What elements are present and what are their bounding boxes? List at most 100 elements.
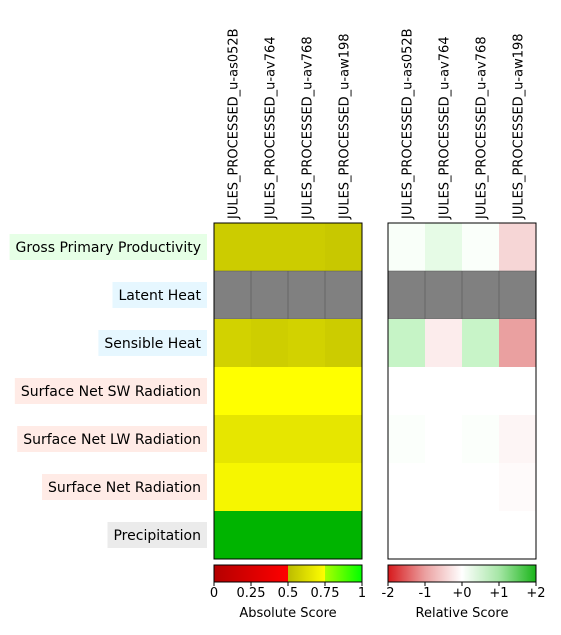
absolute-cell: Latent Heat / JULES_PROCESSED_u-av764: n… <box>251 271 288 319</box>
absolute-cell: Surface Net SW Radiation / JULES_PROCESS… <box>251 367 288 415</box>
absolute-cell: Sensible Heat / JULES_PROCESSED_u-av768:… <box>288 319 325 367</box>
absolute-cell: Gross Primary Productivity / JULES_PROCE… <box>214 223 251 271</box>
absolute-cell: Precipitation / JULES_PROCESSED_u-av764:… <box>251 511 288 559</box>
relative-cell: Sensible Heat / JULES_PROCESSED_u-av768:… <box>462 319 499 367</box>
relative-cell: Precipitation / JULES_PROCESSED_u-aw198:… <box>499 511 536 559</box>
absolute-colorbar-tick-label: 0.25 <box>237 586 266 601</box>
absolute-colorbar: 0 0.25 0.5 0.75 1 Absolute Score <box>210 564 366 621</box>
relative-cell: Surface Net Radiation / JULES_PROCESSED_… <box>462 463 499 511</box>
row-label: Precipitation <box>107 522 207 548</box>
row-label-text: Precipitation <box>113 528 201 544</box>
row-label-background <box>98 330 207 356</box>
relative-cell: Sensible Heat / JULES_PROCESSED_u-aw198:… <box>499 319 536 367</box>
row-label: Surface Net SW Radiation <box>14 378 207 404</box>
row-label: Latent Heat <box>112 282 207 308</box>
absolute-cell: Gross Primary Productivity / JULES_PROCE… <box>251 223 288 271</box>
column-label: JULES_PROCESSED_u-av768 <box>301 36 316 220</box>
absolute-colorbar-label: Absolute Score <box>239 606 336 621</box>
column-label: JULES_PROCESSED_u-as052B <box>401 28 416 220</box>
absolute-colorbar-tick-label: 1 <box>358 586 366 601</box>
absolute-cell: Surface Net Radiation / JULES_PROCESSED_… <box>288 463 325 511</box>
relative-cell: Surface Net LW Radiation / JULES_PROCESS… <box>462 415 499 463</box>
row-label-text: Latent Heat <box>118 288 201 304</box>
relative-cell: Latent Heat / JULES_PROCESSED_u-av768: n… <box>462 271 499 319</box>
absolute-cell: Sensible Heat / JULES_PROCESSED_u-as052B… <box>214 319 251 367</box>
relative-cell: Precipitation / JULES_PROCESSED_u-as052B… <box>388 511 425 559</box>
absolute-cell: Surface Net LW Radiation / JULES_PROCESS… <box>251 415 288 463</box>
relative-cell: Sensible Heat / JULES_PROCESSED_u-av764:… <box>425 319 462 367</box>
row-label-text: Sensible Heat <box>104 336 201 352</box>
row-label-background <box>112 282 207 308</box>
relative-colorbar-tick-label: +0 <box>452 586 471 601</box>
relative-cell: Sensible Heat / JULES_PROCESSED_u-as052B… <box>388 319 425 367</box>
absolute-colorbar-tick-label: 0.75 <box>311 586 340 601</box>
relative-colorbar-tick-label: -1 <box>419 586 432 601</box>
column-label: JULES_PROCESSED_u-av764 <box>264 36 279 220</box>
row-label-background <box>14 378 207 404</box>
absolute-cell: Gross Primary Productivity / JULES_PROCE… <box>288 223 325 271</box>
relative-cell: Surface Net SW Radiation / JULES_PROCESS… <box>425 367 462 415</box>
absolute-cell: Surface Net SW Radiation / JULES_PROCESS… <box>288 367 325 415</box>
absolute-cell: Gross Primary Productivity / JULES_PROCE… <box>325 223 362 271</box>
row-labels: Gross Primary Productivity Latent Heat Sen… <box>9 234 207 548</box>
row-label: Gross Primary Productivity <box>9 234 207 260</box>
row-label-background <box>17 426 207 452</box>
relative-cell: Precipitation / JULES_PROCESSED_u-av768:… <box>462 511 499 559</box>
relative-cell: Gross Primary Productivity / JULES_PROCE… <box>425 223 462 271</box>
row-label-text: Surface Net Radiation <box>48 480 201 496</box>
row-label-background <box>107 522 207 548</box>
absolute-cell: Surface Net Radiation / JULES_PROCESSED_… <box>325 463 362 511</box>
row-label-background <box>42 474 207 500</box>
relative-colorbar-tick-label: -2 <box>382 586 395 601</box>
absolute-colorbar-bar <box>213 564 363 583</box>
absolute-cell: Precipitation / JULES_PROCESSED_u-as052B… <box>214 511 251 559</box>
relative-cell: Surface Net LW Radiation / JULES_PROCESS… <box>499 415 536 463</box>
absolute-cell: Surface Net SW Radiation / JULES_PROCESS… <box>325 367 362 415</box>
column-label: JULES_PROCESSED_u-aw198 <box>338 33 353 220</box>
relative-cell: Surface Net LW Radiation / JULES_PROCESS… <box>425 415 462 463</box>
relative-colorbar-tick-label: +2 <box>526 586 545 601</box>
relative-colorbar-bar <box>387 564 537 583</box>
absolute-frame <box>213 222 363 560</box>
relative-cell: Surface Net Radiation / JULES_PROCESSED_… <box>425 463 462 511</box>
column-label: JULES_PROCESSED_u-as052B <box>227 28 242 220</box>
absolute-cell: Surface Net LW Radiation / JULES_PROCESS… <box>214 415 251 463</box>
absolute-cell: Sensible Heat / JULES_PROCESSED_u-aw198:… <box>325 319 362 367</box>
row-label-text: Surface Net SW Radiation <box>21 384 201 400</box>
absolute-colorbar-tick-label: 0.5 <box>278 586 299 601</box>
row-label-text: Surface Net LW Radiation <box>23 432 201 448</box>
column-label: JULES_PROCESSED_u-aw198 <box>512 33 527 220</box>
absolute-cell: Latent Heat / JULES_PROCESSED_u-as052B: … <box>214 271 251 319</box>
relative-frame <box>387 222 537 560</box>
relative-cell: Surface Net Radiation / JULES_PROCESSED_… <box>499 463 536 511</box>
relative-cell: Gross Primary Productivity / JULES_PROCE… <box>388 223 425 271</box>
relative-cell: Latent Heat / JULES_PROCESSED_u-av764: n… <box>425 271 462 319</box>
relative-colorbar-label: Relative Score <box>416 606 509 621</box>
relative-cell: Surface Net SW Radiation / JULES_PROCESS… <box>462 367 499 415</box>
absolute-cell: Surface Net SW Radiation / JULES_PROCESS… <box>214 367 251 415</box>
relative-cell: Surface Net LW Radiation / JULES_PROCESS… <box>388 415 425 463</box>
absolute-cell: Surface Net LW Radiation / JULES_PROCESS… <box>325 415 362 463</box>
row-label: Surface Net LW Radiation <box>17 426 207 452</box>
relative-cell: Surface Net Radiation / JULES_PROCESSED_… <box>388 463 425 511</box>
absolute-score-grid: Gross Primary Productivity / JULES_PROCE… <box>213 222 363 560</box>
absolute-cell: Surface Net LW Radiation / JULES_PROCESS… <box>288 415 325 463</box>
relative-cell: Latent Heat / JULES_PROCESSED_u-as052B: … <box>388 271 425 319</box>
relative-cell: Precipitation / JULES_PROCESSED_u-av764:… <box>425 511 462 559</box>
absolute-cell: Surface Net Radiation / JULES_PROCESSED_… <box>251 463 288 511</box>
absolute-column-labels: JULES_PROCESSED_u-as052B JULES_PROCESSED_… <box>227 28 353 220</box>
absolute-cell: Latent Heat / JULES_PROCESSED_u-av768: n… <box>288 271 325 319</box>
absolute-cell: Latent Heat / JULES_PROCESSED_u-aw198: n… <box>325 271 362 319</box>
relative-colorbar: -2 -1 +0 +1 +2 Relative Score <box>382 564 546 621</box>
absolute-cell: Precipitation / JULES_PROCESSED_u-aw198:… <box>325 511 362 559</box>
relative-cell: Gross Primary Productivity / JULES_PROCE… <box>462 223 499 271</box>
absolute-cell: Sensible Heat / JULES_PROCESSED_u-av764:… <box>251 319 288 367</box>
row-label-text: Gross Primary Productivity <box>16 240 201 256</box>
column-label: JULES_PROCESSED_u-av764 <box>438 36 453 220</box>
relative-cell: Surface Net SW Radiation / JULES_PROCESS… <box>499 367 536 415</box>
relative-colorbar-tick-label: +1 <box>489 586 508 601</box>
absolute-colorbar-tick-label: 0 <box>210 586 218 601</box>
relative-cell: Latent Heat / JULES_PROCESSED_u-aw198: n… <box>499 271 536 319</box>
absolute-cell: Surface Net Radiation / JULES_PROCESSED_… <box>214 463 251 511</box>
